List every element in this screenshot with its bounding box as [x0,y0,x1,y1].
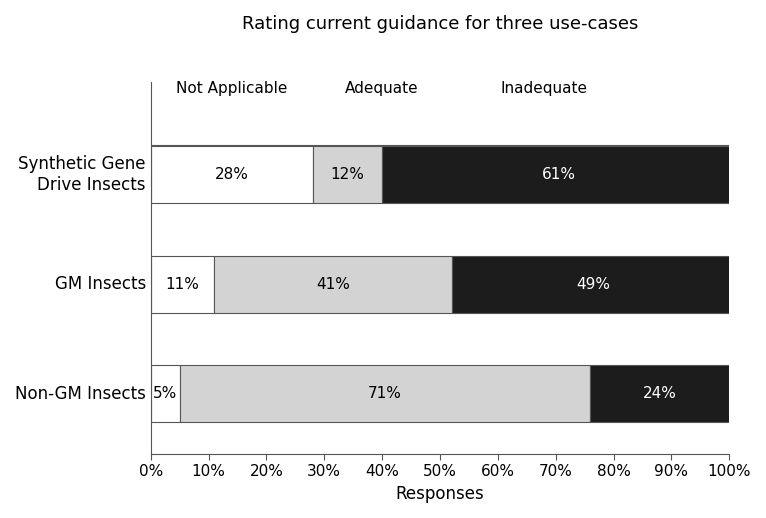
Text: 49%: 49% [576,277,611,292]
Text: 24%: 24% [643,386,677,401]
Bar [452,256,735,313]
Text: 12%: 12% [330,167,365,182]
X-axis label: Responses: Responses [395,485,484,503]
Text: 61%: 61% [542,167,575,182]
Bar [591,365,729,422]
Text: Not Applicable: Not Applicable [176,81,287,96]
Bar [180,365,591,422]
Text: 5%: 5% [153,386,177,401]
Text: 71%: 71% [368,386,402,401]
Title: Rating current guidance for three use-cases: Rating current guidance for three use-ca… [242,15,638,33]
Bar [151,256,214,313]
Bar [214,256,452,313]
Bar [151,365,180,422]
Bar [313,147,382,203]
Bar [151,147,313,203]
Text: 41%: 41% [316,277,350,292]
Text: Adequate: Adequate [345,81,419,96]
Text: 28%: 28% [214,167,249,182]
Text: Inadequate: Inadequate [501,81,588,96]
Text: 11%: 11% [165,277,199,292]
Bar [382,147,735,203]
